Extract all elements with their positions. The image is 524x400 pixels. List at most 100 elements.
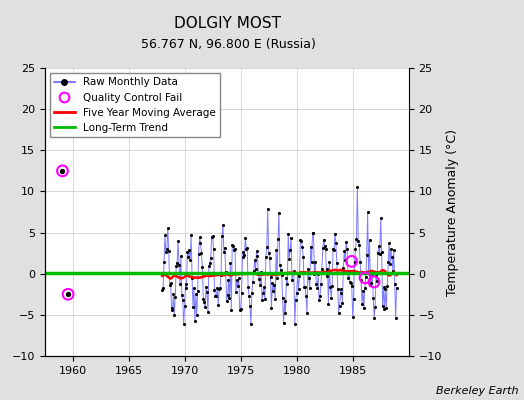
Point [260, 284, 268, 290]
Point [370, 314, 378, 321]
Point [244, 284, 252, 290]
Point [288, 277, 296, 283]
Point [252, 265, 260, 272]
Text: Berkeley Earth: Berkeley Earth [436, 386, 519, 396]
Point [276, 262, 284, 268]
Point [392, 285, 401, 291]
Point [182, 285, 191, 292]
Point [197, 250, 205, 256]
Point [257, 269, 265, 276]
Point [297, 237, 305, 244]
Point [353, 184, 362, 191]
Point [208, 233, 216, 240]
Point [58, 168, 67, 174]
Point [312, 281, 321, 288]
Point [316, 293, 324, 300]
Point [287, 235, 295, 242]
Point [354, 238, 363, 244]
Point [377, 215, 385, 221]
Point [304, 275, 313, 281]
Point [196, 240, 205, 246]
Point [267, 305, 276, 311]
Point [324, 300, 333, 307]
Point [253, 252, 261, 259]
Point [329, 246, 337, 252]
Point [347, 258, 356, 264]
Point [282, 275, 291, 282]
Point [341, 257, 350, 263]
Point [247, 321, 255, 328]
Point [190, 285, 198, 292]
Point [319, 245, 327, 252]
Point [389, 246, 398, 253]
Point [255, 276, 264, 282]
Point [204, 309, 212, 315]
Point [226, 259, 235, 266]
Point [327, 294, 335, 301]
Point [359, 305, 368, 311]
Point [239, 249, 248, 255]
Point [370, 279, 378, 285]
Point [351, 246, 359, 252]
Point [192, 312, 201, 318]
Point [347, 283, 356, 290]
Point [291, 320, 299, 327]
Point [266, 274, 275, 280]
Point [378, 303, 387, 309]
Point [265, 254, 274, 261]
Point [258, 297, 266, 303]
Point [205, 260, 214, 266]
Point [375, 243, 383, 249]
Point [235, 275, 243, 282]
Point [333, 260, 341, 266]
Point [338, 300, 346, 306]
Point [346, 279, 354, 285]
Point [180, 302, 189, 309]
Point [256, 282, 265, 288]
Point [261, 254, 270, 260]
Point [321, 246, 330, 253]
Point [373, 278, 381, 284]
Point [296, 273, 304, 279]
Point [368, 271, 377, 277]
Point [339, 264, 347, 271]
Point [382, 305, 390, 311]
Point [242, 246, 250, 252]
Point [219, 222, 227, 228]
Point [352, 236, 361, 242]
Point [205, 263, 213, 270]
Point [173, 260, 181, 266]
Point [58, 168, 67, 174]
Point [344, 275, 352, 282]
Point [289, 270, 297, 276]
Point [358, 301, 366, 307]
Point [376, 251, 384, 257]
Point [186, 257, 194, 263]
Point [235, 307, 244, 314]
Text: DOLGIY MOST: DOLGIY MOST [174, 16, 281, 31]
Point [254, 271, 263, 277]
Point [330, 247, 338, 254]
Point [181, 281, 190, 288]
Point [237, 290, 246, 296]
Point [202, 284, 210, 290]
Text: 56.767 N, 96.800 E (Russia): 56.767 N, 96.800 E (Russia) [140, 38, 315, 51]
Point [366, 282, 375, 288]
Point [299, 254, 308, 260]
Point [283, 281, 291, 288]
Point [241, 234, 249, 241]
Point [314, 271, 322, 277]
Point [281, 310, 290, 316]
Point [240, 252, 248, 259]
Point [364, 209, 372, 216]
Point [171, 294, 179, 300]
Point [223, 292, 232, 298]
Point [221, 244, 229, 251]
Point [218, 232, 226, 239]
Point [372, 272, 380, 278]
Point [356, 259, 364, 265]
Point [277, 267, 285, 274]
Point [225, 295, 234, 301]
Point [169, 291, 178, 297]
Point [223, 298, 231, 304]
